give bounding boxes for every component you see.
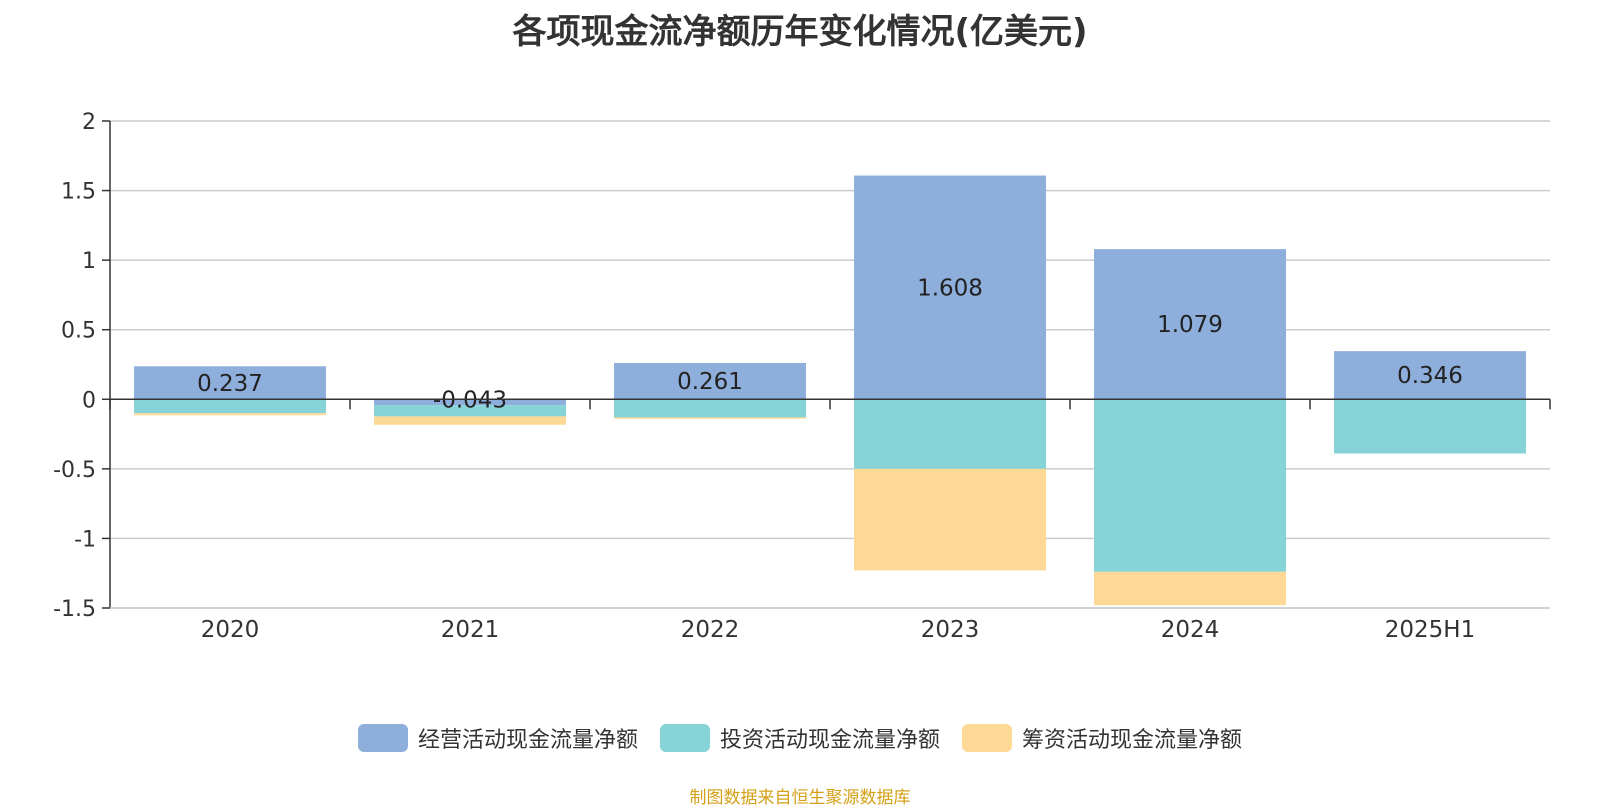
bar-financing [374, 416, 566, 425]
legend-label-investing: 投资活动现金流量净额 [719, 728, 940, 753]
bar-data-label: 0.261 [677, 369, 743, 395]
x-tick-label: 2023 [921, 617, 980, 643]
bar-financing [854, 468, 1046, 571]
y-tick-label: 0.5 [61, 319, 96, 344]
bar-data-label: 0.346 [1397, 363, 1463, 389]
chart-title: 各项现金流净额历年变化情况(亿美元) [512, 12, 1088, 52]
y-tick-label: -1 [74, 527, 96, 552]
bar-data-label: 1.079 [1157, 312, 1223, 338]
x-tick-label: 2020 [201, 617, 260, 643]
y-tick-label: 1 [82, 249, 96, 274]
legend-label-financing: 筹资活动现金流量净额 [1022, 728, 1243, 753]
bar-operating [854, 175, 1046, 400]
bar-investing [1094, 399, 1286, 572]
legend-swatch-investing [659, 724, 710, 752]
y-tick-label: -1.5 [53, 597, 96, 622]
legend-item-financing[interactable]: 筹资活动现金流量净额 [962, 722, 1242, 754]
bar-data-label: 0.237 [197, 371, 263, 397]
source-note: 制图数据来自恒生聚源数据库 [689, 788, 911, 808]
bar-operating [134, 366, 326, 400]
y-tick-label: 0 [82, 388, 96, 413]
bar-operating [1094, 249, 1286, 400]
bar-data-label: 1.608 [917, 275, 983, 301]
bar-investing [854, 399, 1046, 469]
bar-investing [134, 399, 326, 414]
bar-investing [374, 405, 566, 417]
bar-data-label: -0.043 [433, 387, 507, 413]
legend-label-operating: 经营活动现金流量净额 [417, 728, 638, 753]
bar-financing [1094, 571, 1286, 606]
legend-item-investing[interactable]: 投资活动现金流量净额 [659, 722, 940, 754]
bar-operating [374, 399, 566, 406]
bar-investing [614, 399, 806, 418]
legend: 经营活动现金流量净额 投资活动现金流量净额 筹资活动现金流量净额 [0, 722, 1600, 754]
x-tick-label: 2025H1 [1385, 617, 1475, 643]
x-tick-label: 2024 [1161, 617, 1220, 643]
bar-financing [134, 413, 326, 416]
bar-operating [614, 362, 806, 400]
legend-swatch-operating [357, 724, 408, 752]
legend-item-operating[interactable]: 经营活动现金流量净额 [357, 722, 638, 754]
legend-swatch-financing [962, 724, 1012, 752]
bar-operating [1334, 351, 1526, 400]
y-tick-label: 1.5 [61, 180, 96, 205]
y-tick-label: 2 [82, 110, 96, 135]
x-tick-label: 2021 [441, 617, 500, 643]
bar-financing [614, 417, 806, 419]
y-tick-label: -0.5 [53, 458, 96, 483]
bar-investing [1334, 399, 1526, 454]
x-tick-label: 2022 [681, 617, 740, 643]
